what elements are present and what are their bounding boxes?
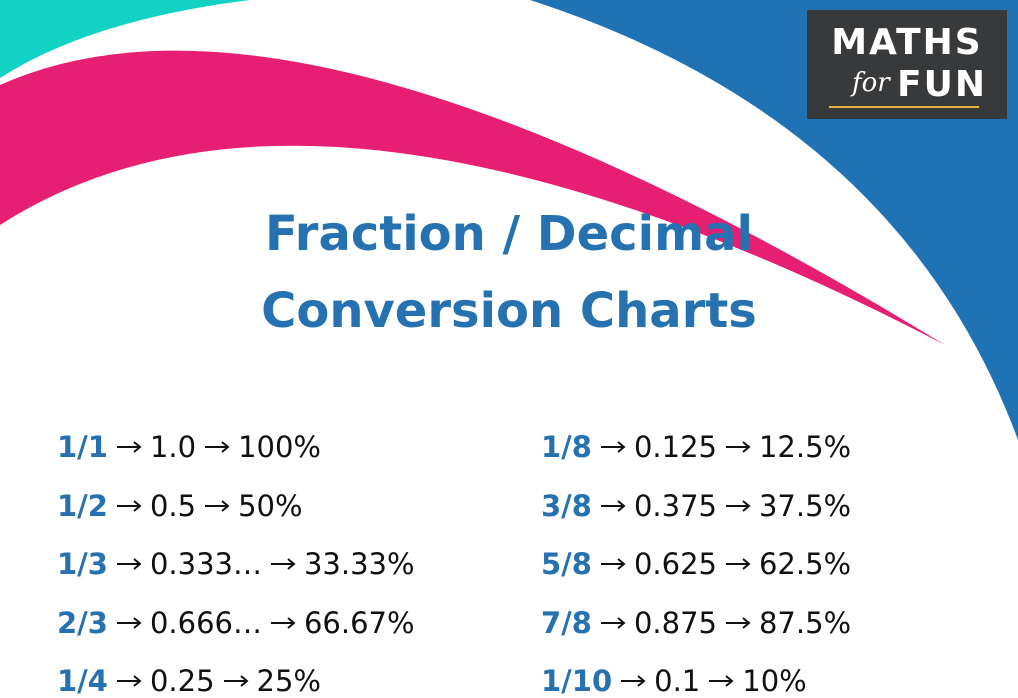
arrow (205, 441, 230, 453)
decimal: 0.1 (654, 664, 701, 698)
percent: 87.5% (758, 605, 852, 640)
percent: 10% (742, 664, 807, 698)
percent: 66.67% (303, 605, 415, 640)
fraction: 1/3 (57, 547, 108, 581)
decimal: 0.125 (633, 430, 717, 464)
fraction: 5/8 (541, 547, 592, 581)
percent: 100% (238, 430, 321, 464)
arrow (600, 616, 626, 629)
conversion-row: 1/4 0.25 25% (57, 664, 321, 698)
logo-text: MATHS (831, 22, 983, 63)
arrow (116, 499, 142, 512)
arrow (116, 558, 142, 570)
arrow (725, 616, 751, 629)
decimal: 0.25 (149, 664, 215, 698)
decimal: 0.333… (149, 547, 262, 581)
decimal: 0.666… (149, 605, 262, 640)
fraction: 3/8 (541, 488, 592, 523)
decimal: 0.375 (633, 488, 717, 523)
fraction: 1/8 (541, 430, 592, 464)
fraction: 1/4 (57, 664, 108, 698)
logo-underline (829, 106, 979, 108)
conversion-row: 3/8 0.375 37.5% (541, 489, 851, 523)
logo-text: for (852, 68, 890, 98)
conversion-row: 1/3 0.333… 33.33% (57, 547, 415, 581)
arrow (600, 441, 626, 453)
fraction: 1/10 (541, 664, 613, 698)
conversion-row: 1/8 0.125 12.5% (541, 430, 851, 464)
conversion-row: 5/8 0.625 62.5% (541, 547, 851, 581)
title: Fraction / Decimal (265, 206, 753, 262)
arrow (621, 675, 646, 687)
arrow (116, 616, 142, 629)
percent: 33.33% (303, 547, 415, 581)
percent: 25% (256, 664, 321, 698)
fraction: 1/2 (57, 488, 108, 523)
percent: 50% (238, 488, 303, 523)
arrow (116, 675, 142, 687)
pink-arc (0, 50, 945, 345)
arrow (709, 675, 734, 687)
arrow (725, 441, 751, 453)
conversion-row: 2/3 0.666… 66.67% (57, 606, 415, 640)
decimal: 1.0 (149, 430, 197, 464)
arrow (205, 499, 230, 512)
conversion-row: 1/1 1.0 100% (57, 430, 321, 464)
decimal: 0.625 (633, 547, 717, 581)
arrow (600, 499, 626, 512)
arrow (270, 616, 296, 629)
arrow (725, 558, 751, 570)
fraction: 7/8 (541, 605, 592, 640)
conversion-row: 1/10 0.1 10% (541, 664, 807, 698)
percent: 62.5% (758, 547, 852, 581)
arrow (270, 558, 296, 570)
percent: 12.5% (758, 430, 852, 464)
percent: 37.5% (758, 488, 852, 523)
conversion-row: 1/2 0.5 50% (57, 489, 303, 523)
arrow (600, 558, 626, 570)
fraction: 2/3 (57, 605, 108, 640)
fraction: 1/1 (57, 430, 108, 464)
arrow (116, 441, 142, 453)
title: Conversion Charts (261, 283, 757, 339)
logo-text: FUN (897, 64, 987, 105)
arrow (725, 499, 751, 512)
decimal: 0.5 (149, 488, 197, 523)
teal-corner (0, 0, 250, 78)
conversion-row: 7/8 0.875 87.5% (541, 606, 851, 640)
arrow (223, 675, 249, 687)
logo: MATHS for FUN (807, 10, 1007, 119)
decimal: 0.875 (633, 605, 717, 640)
